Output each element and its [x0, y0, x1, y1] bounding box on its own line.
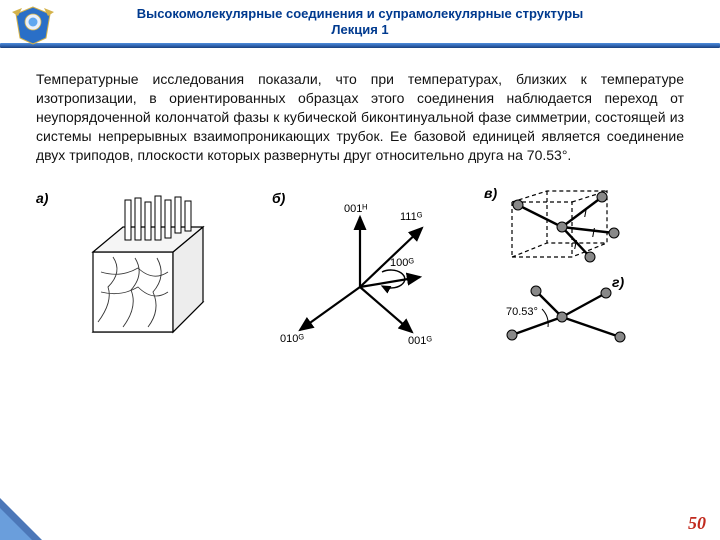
- figure-c-label: в): [484, 185, 497, 201]
- length-l-2: l: [592, 226, 595, 240]
- figure-d-label: г): [612, 274, 624, 290]
- axis-001g: 001ᴳ: [408, 335, 432, 347]
- page-number: 50: [688, 513, 706, 534]
- figure-b-label: б): [272, 190, 285, 206]
- corner-decoration-2: [0, 508, 32, 540]
- length-l-3: l: [574, 238, 577, 252]
- figure-b-svg: 001ᴴ 111ᴳ 100ᴳ 001ᴳ 010ᴳ: [270, 192, 450, 362]
- slide-title: Высокомолекулярные соединения и супрамол…: [10, 6, 710, 22]
- axis-100g: 100ᴳ: [390, 257, 414, 269]
- figure-a-label: а): [36, 190, 48, 206]
- axis-010g: 010ᴳ: [280, 333, 304, 345]
- emblem-icon: [10, 4, 56, 51]
- figure-c-d: в) l: [474, 187, 690, 367]
- body-paragraph: Температурные исследования показали, что…: [0, 48, 720, 172]
- length-l-1: l: [584, 206, 587, 220]
- slide-subtitle: Лекция 1: [10, 22, 710, 37]
- axis-111g: 111ᴳ: [400, 211, 423, 223]
- axis-001h: 001ᴴ: [344, 203, 367, 215]
- figure-a: а): [30, 192, 246, 362]
- figure-c-d-svg: l l l г) 70.53°: [492, 187, 672, 367]
- angle-label: 70.53°: [506, 306, 538, 318]
- figure-b: б) 001ᴴ 111ᴳ 100ᴳ 001ᴳ 010ᴳ: [252, 192, 468, 362]
- slide-header: Высокомолекулярные соединения и супрамол…: [0, 0, 720, 41]
- figure-a-svg: [53, 192, 223, 362]
- figure-row: а): [0, 173, 720, 367]
